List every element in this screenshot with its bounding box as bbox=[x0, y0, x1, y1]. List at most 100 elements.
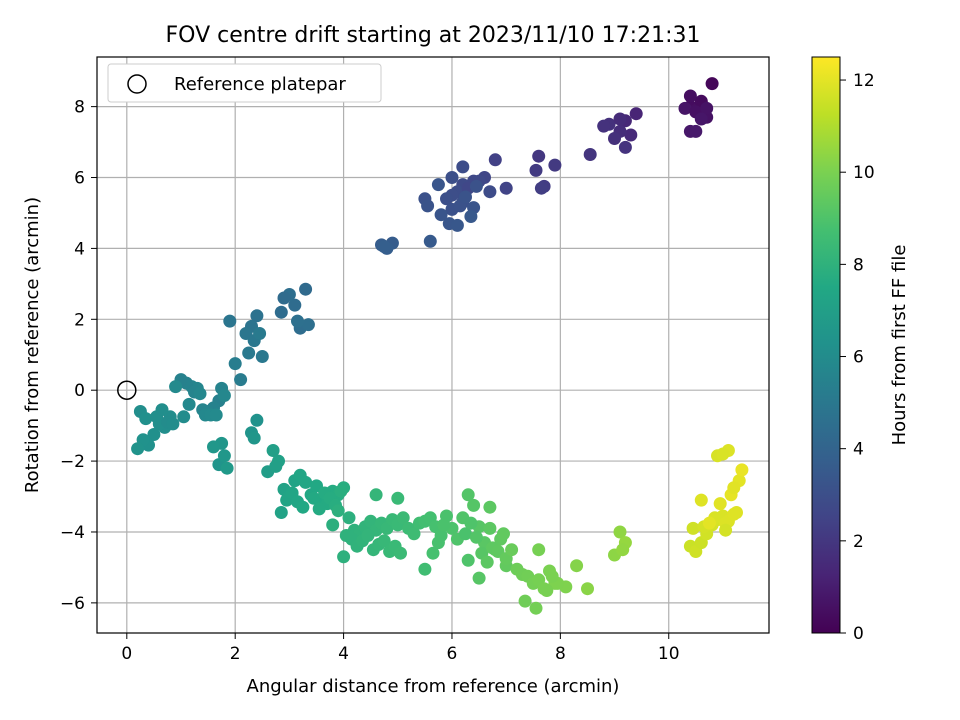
y-tick-label: −6 bbox=[60, 594, 85, 614]
data-point bbox=[716, 447, 730, 461]
data-point bbox=[253, 327, 267, 340]
data-point bbox=[169, 380, 183, 394]
data-point bbox=[166, 417, 180, 431]
data-point bbox=[437, 518, 451, 532]
data-point bbox=[296, 500, 310, 514]
colorbar-tick-label: 10 bbox=[853, 163, 875, 183]
data-point bbox=[456, 160, 470, 174]
data-point bbox=[266, 444, 280, 457]
data-point bbox=[467, 498, 481, 512]
x-axis: 0 2 4 6 8 10 bbox=[121, 633, 680, 664]
data-point bbox=[299, 475, 313, 489]
x-tick-label: 2 bbox=[230, 644, 241, 664]
data-point bbox=[624, 128, 638, 142]
y-axis-label: Rotation from reference (arcmin) bbox=[22, 197, 43, 493]
data-point bbox=[705, 77, 719, 91]
data-point bbox=[217, 389, 231, 402]
x-tick-label: 8 bbox=[555, 644, 566, 664]
data-point bbox=[529, 163, 543, 177]
data-point bbox=[483, 521, 497, 535]
data-point bbox=[247, 431, 261, 445]
data-point bbox=[469, 530, 483, 544]
data-point bbox=[683, 89, 697, 103]
x-tick-label: 10 bbox=[658, 644, 680, 664]
data-point bbox=[694, 493, 708, 507]
colorbar-label: Hours from first FF file bbox=[889, 245, 910, 446]
data-point bbox=[369, 488, 383, 502]
data-point bbox=[735, 463, 749, 477]
data-point bbox=[570, 559, 584, 573]
data-point bbox=[326, 518, 340, 532]
data-point bbox=[488, 153, 502, 167]
y-tick-label: 8 bbox=[74, 98, 85, 118]
y-axis: −6 −4 −2 0 2 4 6 8 bbox=[60, 98, 97, 614]
data-point bbox=[459, 190, 472, 204]
data-point bbox=[616, 543, 630, 557]
x-axis-label: Angular distance from reference (arcmin) bbox=[247, 676, 620, 697]
chart-title: FOV centre drift starting at 2023/11/10 … bbox=[166, 23, 701, 48]
data-point bbox=[155, 403, 169, 417]
data-point bbox=[597, 119, 611, 133]
data-point bbox=[445, 171, 459, 184]
data-point bbox=[540, 584, 554, 597]
colorbar-tick-label: 0 bbox=[853, 624, 864, 644]
y-tick-label: 4 bbox=[74, 239, 85, 259]
data-point bbox=[182, 397, 196, 411]
data-point bbox=[269, 459, 283, 473]
data-point bbox=[301, 318, 315, 332]
data-point bbox=[727, 481, 741, 495]
data-point bbox=[250, 413, 264, 427]
data-point bbox=[464, 210, 478, 223]
data-point bbox=[209, 408, 223, 422]
data-point bbox=[730, 506, 743, 519]
data-point bbox=[608, 132, 621, 145]
y-tick-label: −4 bbox=[60, 523, 85, 543]
data-point bbox=[618, 140, 632, 154]
data-point bbox=[678, 101, 692, 115]
data-point bbox=[147, 428, 161, 441]
data-point bbox=[581, 582, 594, 596]
data-point bbox=[431, 178, 445, 192]
data-point bbox=[391, 491, 405, 505]
data-point bbox=[700, 101, 714, 115]
data-point bbox=[461, 553, 475, 567]
data-point bbox=[483, 500, 497, 514]
data-point bbox=[131, 442, 145, 456]
data-point bbox=[461, 488, 475, 502]
data-point bbox=[274, 305, 288, 319]
data-point bbox=[532, 543, 546, 557]
y-tick-label: 6 bbox=[74, 169, 85, 189]
data-point bbox=[288, 298, 302, 312]
data-point bbox=[469, 179, 483, 193]
data-point bbox=[613, 525, 627, 539]
legend-label: Reference platepar bbox=[174, 74, 346, 95]
data-point bbox=[423, 234, 437, 248]
data-point bbox=[250, 309, 264, 323]
data-point bbox=[483, 185, 497, 199]
data-point bbox=[407, 527, 421, 541]
y-tick-label: −2 bbox=[60, 452, 85, 472]
data-point bbox=[713, 497, 727, 511]
data-point bbox=[342, 511, 356, 525]
x-tick-label: 4 bbox=[338, 644, 349, 664]
x-tick-label: 6 bbox=[447, 644, 458, 664]
data-point bbox=[331, 504, 345, 518]
data-point bbox=[529, 601, 543, 615]
colorbar-tick-label: 4 bbox=[853, 440, 864, 460]
data-point bbox=[418, 562, 432, 576]
data-point bbox=[450, 218, 464, 232]
data-point bbox=[223, 314, 237, 328]
data-point bbox=[339, 529, 353, 542]
data-point bbox=[396, 511, 410, 525]
data-point bbox=[277, 291, 291, 305]
data-point bbox=[377, 240, 391, 254]
data-point bbox=[686, 521, 700, 535]
data-point bbox=[431, 536, 445, 550]
legend-marker bbox=[127, 74, 147, 94]
colorbar-tick-label: 2 bbox=[853, 532, 864, 552]
data-point bbox=[242, 346, 256, 360]
data-point bbox=[307, 491, 321, 505]
legend: Reference platepar bbox=[107, 63, 382, 103]
data-point bbox=[499, 181, 513, 195]
data-point bbox=[421, 199, 435, 213]
